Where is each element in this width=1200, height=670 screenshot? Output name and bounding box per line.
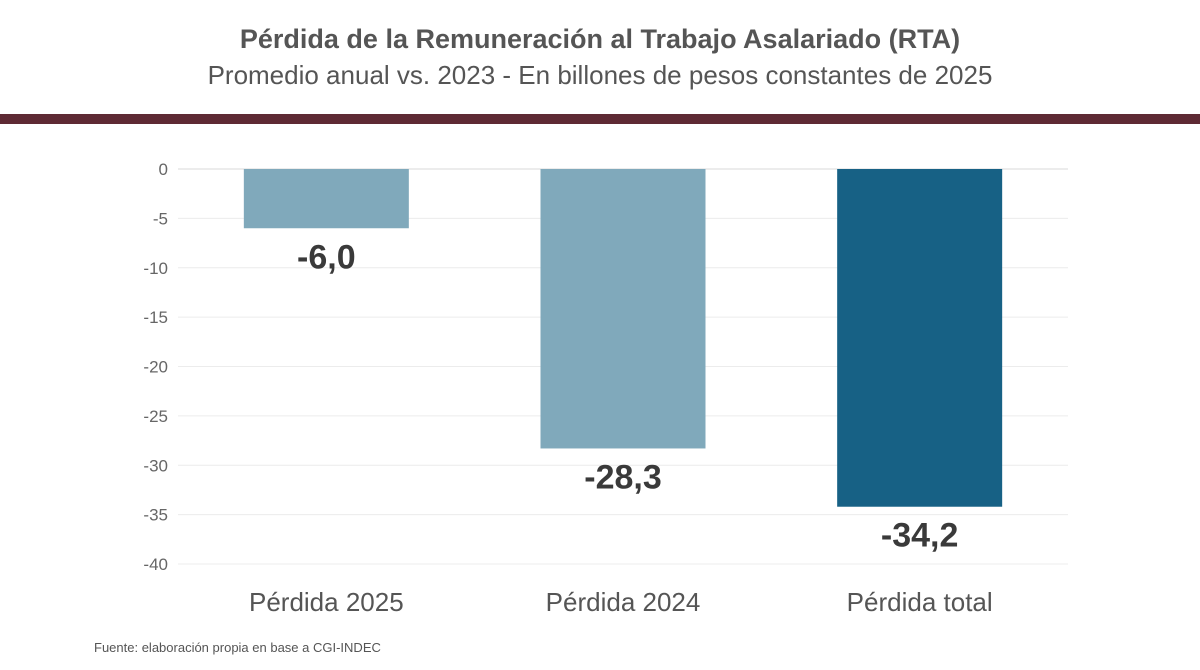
- data-labels: -6,0 -28,3 -34,2: [297, 238, 958, 554]
- bar: [243, 169, 409, 229]
- x-tick-label: Pérdida 2025: [249, 587, 404, 617]
- x-tick-label: Pérdida total: [847, 587, 993, 617]
- y-tick-label: -25: [143, 407, 168, 426]
- y-axis-ticks: 0 -5 -10 -15 -20 -25 -30 -35 -40: [143, 160, 168, 574]
- y-tick-label: -15: [143, 308, 168, 327]
- y-tick-label: -10: [143, 259, 168, 278]
- data-label: -34,2: [881, 517, 959, 555]
- source-note: Fuente: elaboración propia en base a CGI…: [94, 640, 381, 655]
- x-tick-label: Pérdida 2024: [546, 587, 701, 617]
- y-tick-label: -30: [143, 456, 168, 475]
- data-label: -6,0: [297, 238, 356, 276]
- y-tick-label: -40: [143, 555, 168, 574]
- bar: [540, 169, 706, 449]
- y-tick-label: -35: [143, 506, 168, 525]
- chart-subtitle: Promedio anual vs. 2023 - En billones de…: [207, 60, 993, 90]
- header-divider: [0, 114, 1200, 124]
- x-axis-ticks: Pérdida 2025 Pérdida 2024 Pérdida total: [249, 587, 993, 617]
- y-tick-label: -5: [153, 209, 168, 228]
- bars: [243, 169, 1003, 507]
- y-tick-label: -20: [143, 358, 168, 377]
- data-label: -28,3: [584, 458, 662, 496]
- chart-title: Pérdida de la Remuneración al Trabajo As…: [239, 24, 961, 54]
- bar: [837, 169, 1003, 507]
- y-tick-label: 0: [159, 160, 168, 179]
